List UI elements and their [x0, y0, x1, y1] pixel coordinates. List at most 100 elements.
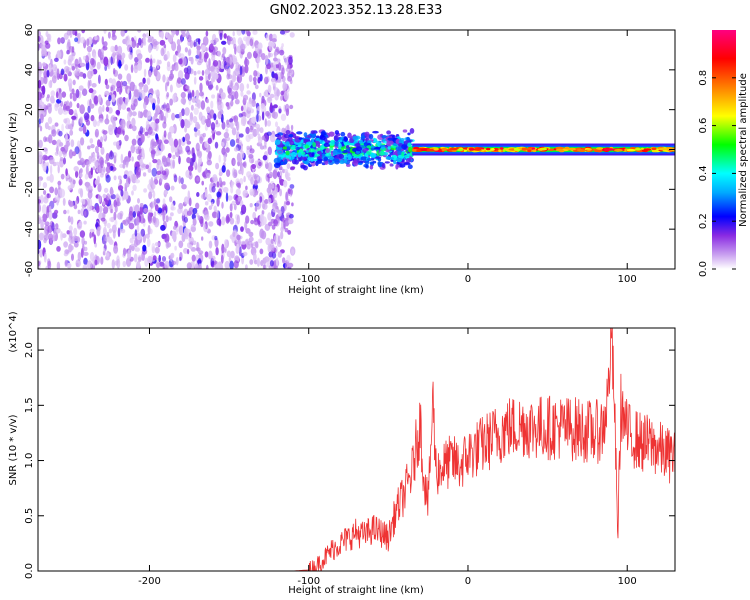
- heatmap-cell: [61, 91, 67, 98]
- heatmap-cell: [106, 222, 111, 229]
- heatmap-cell: [105, 99, 111, 107]
- heatmap-cell: [90, 167, 94, 176]
- heatmap-cell: [60, 146, 65, 152]
- heatmap-cell: [70, 216, 74, 225]
- heatmap-cell: [104, 159, 108, 164]
- heatmap-cell: [103, 187, 109, 193]
- heatmap-cell: [171, 112, 176, 121]
- heatmap-cell: [395, 164, 399, 170]
- heatmap-cell: [114, 44, 118, 52]
- heatmap-cell: [144, 131, 149, 136]
- heatmap-cell: [262, 155, 268, 161]
- heatmap-cell: [114, 219, 118, 226]
- heatmap-cell: [180, 34, 183, 43]
- heatmap-cell: [311, 152, 315, 157]
- heatmap-cell: [122, 80, 128, 87]
- heatmap-cell: [226, 119, 230, 125]
- heatmap-cell: [283, 180, 288, 188]
- heatmap-cell: [64, 259, 68, 267]
- heatmap-cell: [243, 58, 250, 67]
- heatmap-cell: [253, 70, 258, 77]
- heatmap-cell: [77, 160, 82, 166]
- heatmap-cell: [259, 145, 265, 150]
- heatmap-cell: [67, 78, 73, 88]
- heatmap-cell: [76, 222, 83, 230]
- heatmap-cell: [120, 57, 125, 65]
- heatmap-cell: [240, 91, 244, 97]
- heatmap-cell: [63, 252, 69, 257]
- heatmap-cell: [66, 30, 72, 36]
- heatmap-cell: [103, 30, 107, 34]
- heatmap-cell: [229, 56, 233, 65]
- heatmap-cell: [80, 137, 85, 146]
- colorbar-gradient: [712, 30, 736, 269]
- heatmap-cell: [81, 30, 86, 34]
- heatmap-cell: [380, 146, 386, 150]
- heatmap-cell: [379, 150, 385, 156]
- heatmap-cell: [398, 140, 403, 144]
- heatmap-cell: [225, 192, 229, 203]
- heatmap-cell: [401, 144, 408, 150]
- heatmap-cell: [197, 70, 201, 75]
- heatmap-cell: [255, 128, 260, 136]
- heatmap-cell: [186, 262, 192, 269]
- heatmap-cell: [211, 201, 214, 207]
- heatmap-cell: [69, 129, 74, 136]
- heatmap-cell: [166, 156, 171, 166]
- heatmap-cell: [152, 216, 157, 225]
- heatmap-cell: [338, 160, 346, 164]
- heatmap-cell: [428, 149, 435, 152]
- heatmap-cell: [124, 134, 129, 142]
- heatmap-cell: [244, 64, 249, 74]
- heatmap-cell: [131, 138, 137, 146]
- heatmap-cell: [364, 131, 370, 137]
- heatmap-cell: [251, 92, 256, 101]
- heatmap-cell: [338, 142, 342, 149]
- heatmap-cell: [134, 57, 139, 63]
- heatmap-cell: [190, 247, 197, 252]
- heatmap-cell: [84, 210, 87, 217]
- heatmap-cell: [208, 240, 213, 249]
- heatmap-cell: [73, 166, 79, 172]
- heatmap-cell: [89, 79, 92, 87]
- heatmap-cell: [104, 200, 109, 206]
- heatmap-cell: [241, 30, 246, 35]
- heatmap-cell: [253, 259, 258, 265]
- heatmap-cell: [221, 40, 227, 45]
- heatmap-cell: [58, 73, 63, 80]
- heatmap-cell: [97, 194, 102, 203]
- heatmap-cell: [60, 173, 65, 180]
- heatmap-cell: [257, 106, 261, 111]
- heatmap-cell: [233, 260, 239, 269]
- heatmap-cell: [334, 130, 340, 135]
- heatmap-cell: [148, 191, 153, 200]
- heatmap-cell: [290, 190, 293, 196]
- heatmap-cell: [184, 47, 188, 53]
- heatmap-cell: [208, 205, 213, 210]
- heatmap-cell: [238, 246, 242, 257]
- heatmap-cell: [232, 37, 237, 46]
- heatmap-cell: [163, 102, 167, 112]
- heatmap-cell: [51, 221, 55, 232]
- heatmap-cell: [169, 73, 175, 80]
- heatmap-cell: [230, 80, 233, 90]
- heatmap-cell: [280, 161, 284, 166]
- heatmap-cell: [68, 225, 73, 232]
- heatmap-cell: [118, 139, 122, 146]
- heatmap-cell: [38, 178, 42, 188]
- heatmap-cell: [251, 99, 256, 108]
- heatmap-cell: [38, 79, 42, 89]
- heatmap-cell: [220, 64, 225, 70]
- heatmap-cell: [277, 71, 282, 80]
- heatmap-cell: [86, 260, 93, 269]
- bottom-x-axis-label: Height of straight line (km): [288, 585, 424, 596]
- heatmap-cell: [156, 59, 160, 69]
- heatmap-cell: [240, 105, 244, 112]
- heatmap-cell: [249, 188, 255, 196]
- heatmap-cell: [231, 181, 234, 188]
- heatmap-cell: [360, 135, 366, 140]
- heatmap-cell: [71, 88, 75, 95]
- heatmap-cell: [251, 159, 254, 164]
- heatmap-cell: [223, 239, 228, 249]
- heatmap-cell: [166, 64, 171, 72]
